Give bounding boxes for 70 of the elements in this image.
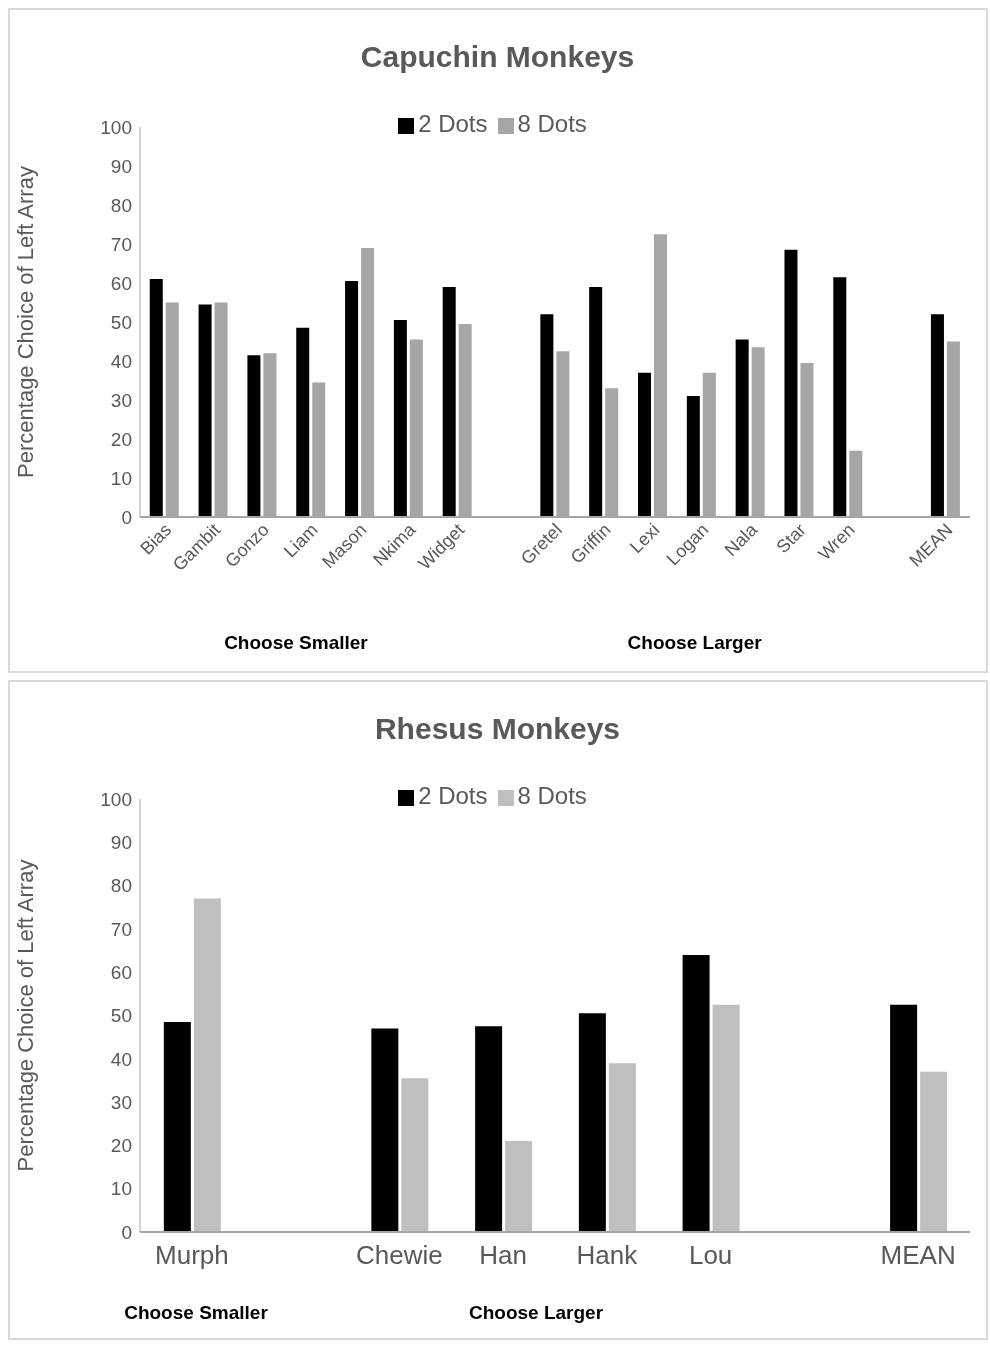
bar [712,1004,740,1232]
text: Choose Larger [626,632,763,654]
bar [682,954,710,1232]
bar [920,1071,948,1232]
y-tick-label: 40 [110,1048,132,1070]
x-tick-label: MEAN [880,1240,956,1270]
chart-title: Capuchin Monkeys [359,40,636,74]
y-tick-label: 100 [100,788,132,810]
y-tick-label: 80 [110,875,132,897]
bar [540,314,554,517]
y-tick-label: 50 [110,1005,132,1027]
y-tick-label: 100 [100,116,132,138]
y-tick-label: 50 [110,311,132,333]
x-tick-label: Murph [155,1240,229,1270]
bar [890,1004,918,1232]
bar [578,1013,606,1232]
bar [296,327,310,517]
bar [193,898,221,1232]
bar [589,286,603,517]
chart-title: Rhesus Monkeys [373,712,622,746]
x-tick-label: Nala [720,519,762,561]
y-tick-label: 20 [110,1135,132,1157]
x-tick-label: Bias [136,519,176,559]
bar [475,1026,503,1232]
bar [686,396,700,517]
bar [505,1141,533,1232]
bar [401,1078,429,1232]
bar [833,277,847,517]
y-tick-label: 10 [110,1178,132,1200]
y-axis-title: Percentage Choice of Left Array [12,859,38,1172]
y-tick-label: 0 [121,506,132,528]
y-tick-label: 0 [121,1221,132,1243]
legend-label: 8 Dots [517,110,587,137]
y-tick-label: 20 [110,428,132,450]
y-tick-label: 90 [110,832,132,854]
bar [345,281,359,517]
bar [247,355,261,517]
x-tick-label: Chewie [356,1240,443,1270]
legend-label: 2 Dots [418,782,488,809]
bar [735,339,749,517]
text: Choose Smaller [223,632,369,654]
bar [149,279,163,517]
bar [784,249,798,517]
x-tick-label: Lou [688,1240,733,1270]
y-tick-label: 80 [110,194,132,216]
y-tick-label: 60 [110,961,132,983]
bar [371,1028,399,1232]
bar [638,372,651,517]
y-tick-label: 60 [110,272,132,294]
text: Choose Smaller [123,1302,269,1324]
legend-label: 8 Dots [517,782,587,809]
bar [163,1022,191,1232]
y-tick-label: 30 [110,1091,132,1113]
bar [608,1063,636,1232]
y-tick-label: 70 [110,918,132,940]
bar [930,314,944,517]
x-tick-label: Hank [576,1240,639,1270]
bar [442,286,456,517]
y-tick-label: 40 [110,350,132,372]
legend-label: 2 Dots [418,110,488,137]
y-tick-label: 30 [110,389,132,411]
bar [393,320,407,517]
y-tick-label: 70 [110,233,132,255]
y-tick-label: 10 [110,467,132,489]
text: Choose Larger [467,1302,605,1324]
y-tick-label: 90 [110,155,132,177]
y-axis-title: Percentage Choice of Left Array [12,166,38,478]
bar [198,304,212,517]
x-tick-label: Han [479,1240,527,1270]
x-tick-label: Star [772,519,810,558]
